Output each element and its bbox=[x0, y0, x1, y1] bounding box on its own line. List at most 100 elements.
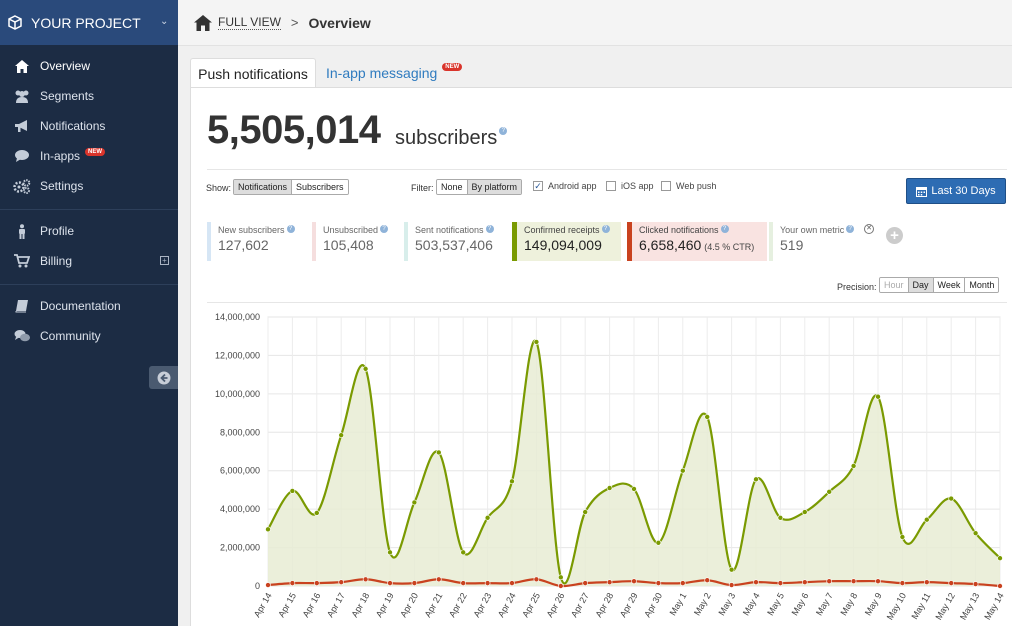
sidebar-item-community[interactable]: Community bbox=[0, 321, 178, 351]
date-range-button[interactable]: Last 30 Days bbox=[906, 178, 1006, 204]
sidebar-item-overview[interactable]: Overview bbox=[0, 51, 178, 81]
metric-label-text: Sent notifications bbox=[415, 225, 484, 235]
help-icon[interactable]: ? bbox=[720, 225, 729, 233]
close-icon[interactable]: ✕ bbox=[864, 224, 874, 234]
help-icon[interactable]: ? bbox=[286, 225, 295, 233]
precision-toggle: Hour Day Week Month bbox=[879, 277, 1000, 293]
sidebar-item-segments[interactable]: Segments bbox=[0, 81, 178, 111]
calendar-icon bbox=[916, 186, 928, 197]
show-subscribers-button[interactable]: Subscribers bbox=[292, 180, 348, 194]
sidebar-item-billing[interactable]: Billing + bbox=[0, 246, 178, 276]
sidebar-item-documentation[interactable]: Documentation bbox=[0, 291, 178, 321]
home-icon[interactable] bbox=[194, 14, 212, 31]
add-metric-button[interactable]: + bbox=[886, 227, 903, 244]
data-point bbox=[435, 449, 442, 456]
metric-label-text: Unsubscribed bbox=[323, 225, 379, 235]
y-tick-label: 6,000,000 bbox=[220, 466, 260, 476]
metric-your-own[interactable]: Your own metric? 519 bbox=[769, 222, 864, 261]
data-point bbox=[362, 576, 369, 583]
data-point bbox=[314, 580, 320, 586]
metric-value: 149,094,009 bbox=[524, 237, 602, 253]
checkbox-label: iOS app bbox=[621, 181, 654, 191]
metric-value: 105,408 bbox=[323, 237, 374, 253]
tab-label: In-app messaging bbox=[326, 65, 438, 81]
data-point bbox=[655, 539, 662, 546]
tab-in-app-messaging[interactable]: In-app messaging NEW bbox=[326, 58, 463, 88]
cart-icon bbox=[12, 253, 32, 269]
data-point bbox=[753, 579, 759, 585]
precision-month-button[interactable]: Month bbox=[965, 278, 999, 292]
data-point bbox=[704, 414, 711, 420]
project-selector[interactable]: YOUR PROJECT ⌄ bbox=[0, 0, 178, 45]
metric-sent-notifications[interactable]: Sent notifications? 503,537,406 bbox=[404, 222, 508, 261]
help-icon[interactable]: ? bbox=[846, 225, 855, 233]
data-point bbox=[606, 485, 613, 491]
data-point bbox=[387, 549, 393, 556]
precision-day-button[interactable]: Day bbox=[908, 278, 934, 292]
x-tick-label: May 8 bbox=[838, 591, 859, 617]
y-tick-label: 4,000,000 bbox=[220, 504, 260, 514]
sidebar-item-settings[interactable]: Settings bbox=[0, 171, 178, 201]
x-tick-label: May 7 bbox=[814, 591, 835, 617]
data-point bbox=[509, 580, 515, 586]
data-point bbox=[850, 578, 857, 584]
help-icon[interactable]: ? bbox=[601, 225, 610, 233]
precision-hour-button[interactable]: Hour bbox=[880, 278, 909, 292]
ios-app-checkbox[interactable]: iOS app bbox=[606, 181, 654, 191]
data-point bbox=[679, 580, 686, 586]
series-line bbox=[267, 339, 1001, 585]
help-icon[interactable]: ? bbox=[380, 225, 389, 233]
sidebar-item-label: Segments bbox=[40, 89, 95, 103]
precision-week-button[interactable]: Week bbox=[933, 278, 966, 292]
metric-clicked-notifications[interactable]: Clicked notifications? 6,658,460 (4.5 % C… bbox=[627, 222, 767, 261]
help-icon[interactable]: ? bbox=[485, 225, 494, 233]
sidebar-item-notifications[interactable]: Notifications bbox=[0, 111, 178, 141]
data-point bbox=[899, 534, 906, 540]
data-point bbox=[338, 432, 344, 438]
sidebar-item-in-apps[interactable]: In-apps NEW bbox=[0, 141, 178, 171]
x-tick-label: Apr 26 bbox=[545, 591, 567, 619]
checkmark-icon: ✓ bbox=[533, 180, 543, 191]
filter-by-platform-button[interactable]: By platform bbox=[467, 180, 522, 194]
data-point bbox=[899, 580, 906, 586]
data-point bbox=[679, 467, 686, 474]
x-tick-label: May 12 bbox=[934, 591, 957, 622]
collapse-sidebar-button[interactable] bbox=[149, 366, 178, 389]
tab-push-notifications[interactable]: Push notifications bbox=[190, 58, 316, 88]
page-title: Overview bbox=[308, 14, 371, 31]
x-tick-label: Apr 23 bbox=[471, 591, 493, 619]
android-app-checkbox[interactable]: ✓ Android app bbox=[533, 181, 597, 191]
chart: 0 2,000,000 4,000,000 6,000,000 8,000,000 10,… bbox=[215, 312, 1006, 622]
breadcrumb: FULL VIEW > Overview bbox=[178, 0, 1012, 46]
checkbox-box bbox=[606, 181, 616, 191]
sidebar-item-profile[interactable]: Profile bbox=[0, 216, 178, 246]
metric-unsubscribed[interactable]: Unsubscribed? 105,408 bbox=[312, 222, 397, 261]
x-tick-label: Apr 18 bbox=[349, 591, 371, 619]
metric-new-subscribers[interactable]: New subscribers? 127,602 bbox=[207, 222, 305, 261]
x-tick-label: Apr 27 bbox=[569, 591, 591, 619]
web-push-checkbox[interactable]: Web push bbox=[661, 181, 716, 191]
show-notifications-button[interactable]: Notifications bbox=[234, 180, 293, 194]
filter-label: Filter: bbox=[411, 183, 434, 193]
filter-none-button[interactable]: None bbox=[437, 180, 468, 194]
divider bbox=[207, 302, 1007, 303]
metric-confirmed-receipts[interactable]: Confirmed receipts? 149,094,009 bbox=[512, 222, 621, 261]
metric-label-text: Clicked notifications bbox=[639, 225, 719, 235]
chevron-down-icon[interactable]: ⌄ bbox=[160, 16, 169, 27]
x-tick-label: Apr 22 bbox=[447, 591, 469, 619]
comments-icon bbox=[12, 328, 32, 344]
metric-label: Sent notifications? bbox=[415, 225, 508, 235]
metric-value: 6,658,460 (4.5 % CTR) bbox=[639, 237, 767, 253]
data-point bbox=[777, 514, 784, 521]
data-point bbox=[997, 583, 1003, 589]
expand-plus-icon[interactable]: + bbox=[160, 256, 169, 265]
help-icon[interactable]: ? bbox=[499, 127, 508, 135]
metric-label: Confirmed receipts? bbox=[524, 225, 621, 235]
breadcrumb-full-view-link[interactable]: FULL VIEW bbox=[218, 15, 281, 30]
data-point bbox=[265, 526, 271, 533]
chat-icon bbox=[12, 148, 32, 164]
data-point bbox=[484, 580, 491, 586]
megaphone-icon bbox=[12, 118, 32, 134]
x-tick-label: May 11 bbox=[909, 591, 932, 621]
data-point bbox=[314, 510, 320, 516]
